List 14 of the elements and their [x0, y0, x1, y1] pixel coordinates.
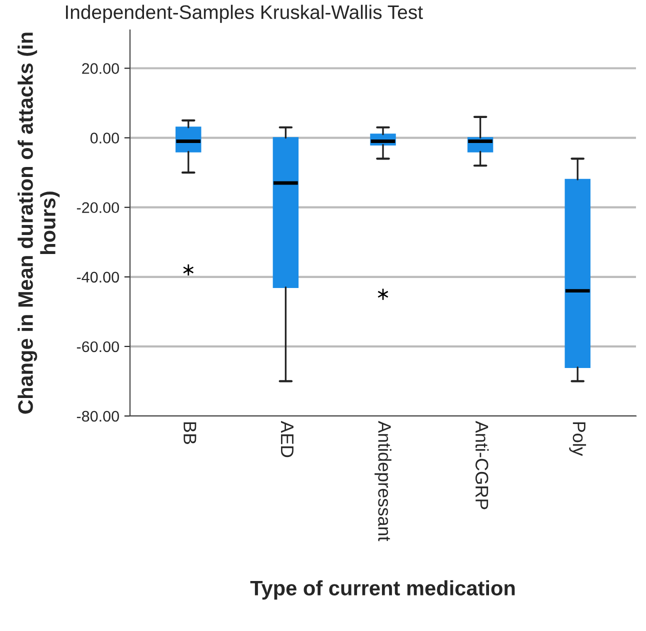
- x-axis-title: Type of current medication: [250, 580, 515, 600]
- y-tick-label: 20.00: [82, 63, 119, 74]
- chart-title: Independent-Samples Kruskal-Wallis Test: [66, 4, 423, 23]
- x-tick-label: BB: [184, 422, 196, 444]
- x-tick-label: AED: [281, 420, 294, 458]
- x-tick-label: Antidepressant: [374, 420, 392, 542]
- y-tick-label: 0.00: [90, 132, 119, 144]
- y-tick-label: -80.00: [76, 410, 119, 422]
- y-tick-label: -60.00: [76, 341, 119, 352]
- y-tick-label: -40.00: [76, 272, 119, 283]
- x-tick-label: Poly: [569, 422, 586, 456]
- y-axis-title: Change in Mean duration of attacks (in hours): [18, 32, 60, 414]
- x-tick-label: Anti-CGRP: [475, 420, 489, 510]
- y-tick-label: -20.00: [76, 202, 119, 214]
